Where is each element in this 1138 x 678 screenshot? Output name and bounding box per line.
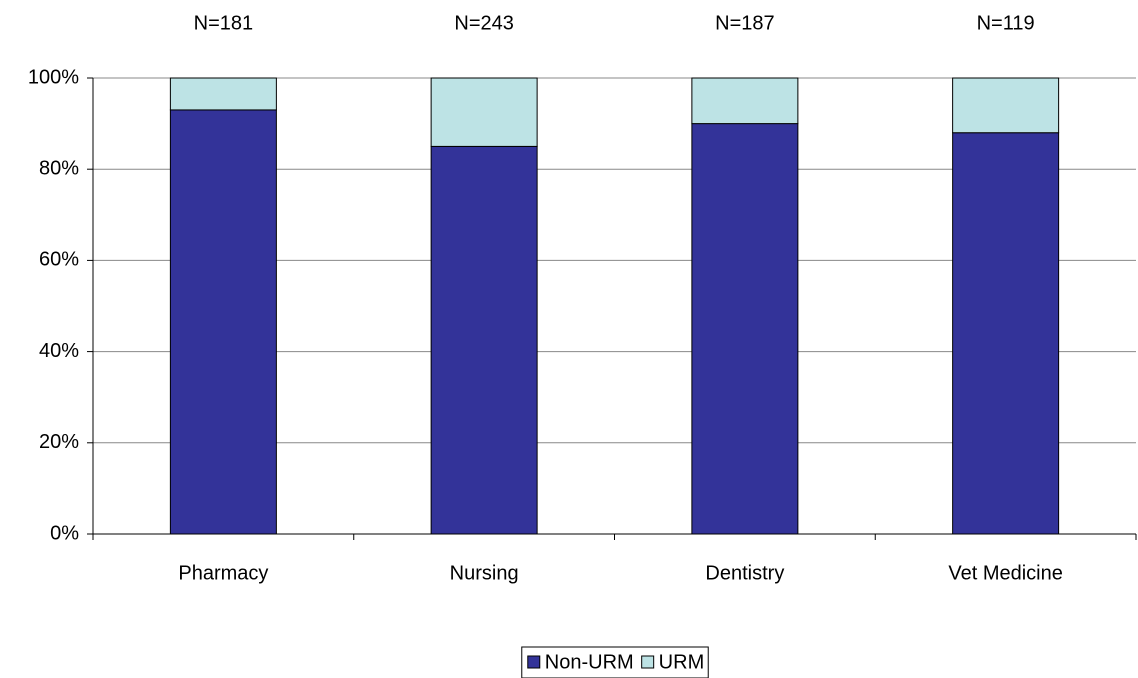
annotation: N=119	[977, 12, 1035, 34]
y-tick-label: 0%	[50, 522, 79, 544]
bar-segment	[952, 132, 1060, 535]
x-tick-label: Vet Medicine	[948, 562, 1063, 584]
bar-segment	[430, 77, 538, 147]
legend-label: Non-URM	[545, 651, 634, 673]
legend-label: URM	[659, 651, 705, 673]
y-tick-label: 80%	[39, 157, 79, 179]
y-tick-label: 100%	[28, 66, 79, 88]
bar-segment	[691, 123, 799, 535]
annotation: N=243	[454, 12, 514, 34]
x-tick-label: Dentistry	[705, 562, 784, 584]
bar-segment	[169, 77, 277, 111]
annotation: N=187	[715, 12, 775, 34]
y-tick-label: 60%	[39, 249, 79, 271]
bar-segment	[952, 77, 1060, 134]
legend-swatch	[527, 655, 541, 669]
x-tick-label: Nursing	[450, 562, 519, 584]
bar-segment	[691, 77, 799, 125]
x-tick-label: Pharmacy	[178, 562, 268, 584]
legend-box	[521, 646, 709, 678]
y-tick-label: 40%	[39, 340, 79, 362]
y-tick-label: 20%	[39, 431, 79, 453]
legend-swatch	[641, 655, 655, 669]
annotation: N=181	[194, 12, 254, 34]
legend: Non-URM URM	[521, 646, 709, 678]
bar-segment	[430, 145, 538, 535]
bar-segment	[169, 109, 277, 535]
